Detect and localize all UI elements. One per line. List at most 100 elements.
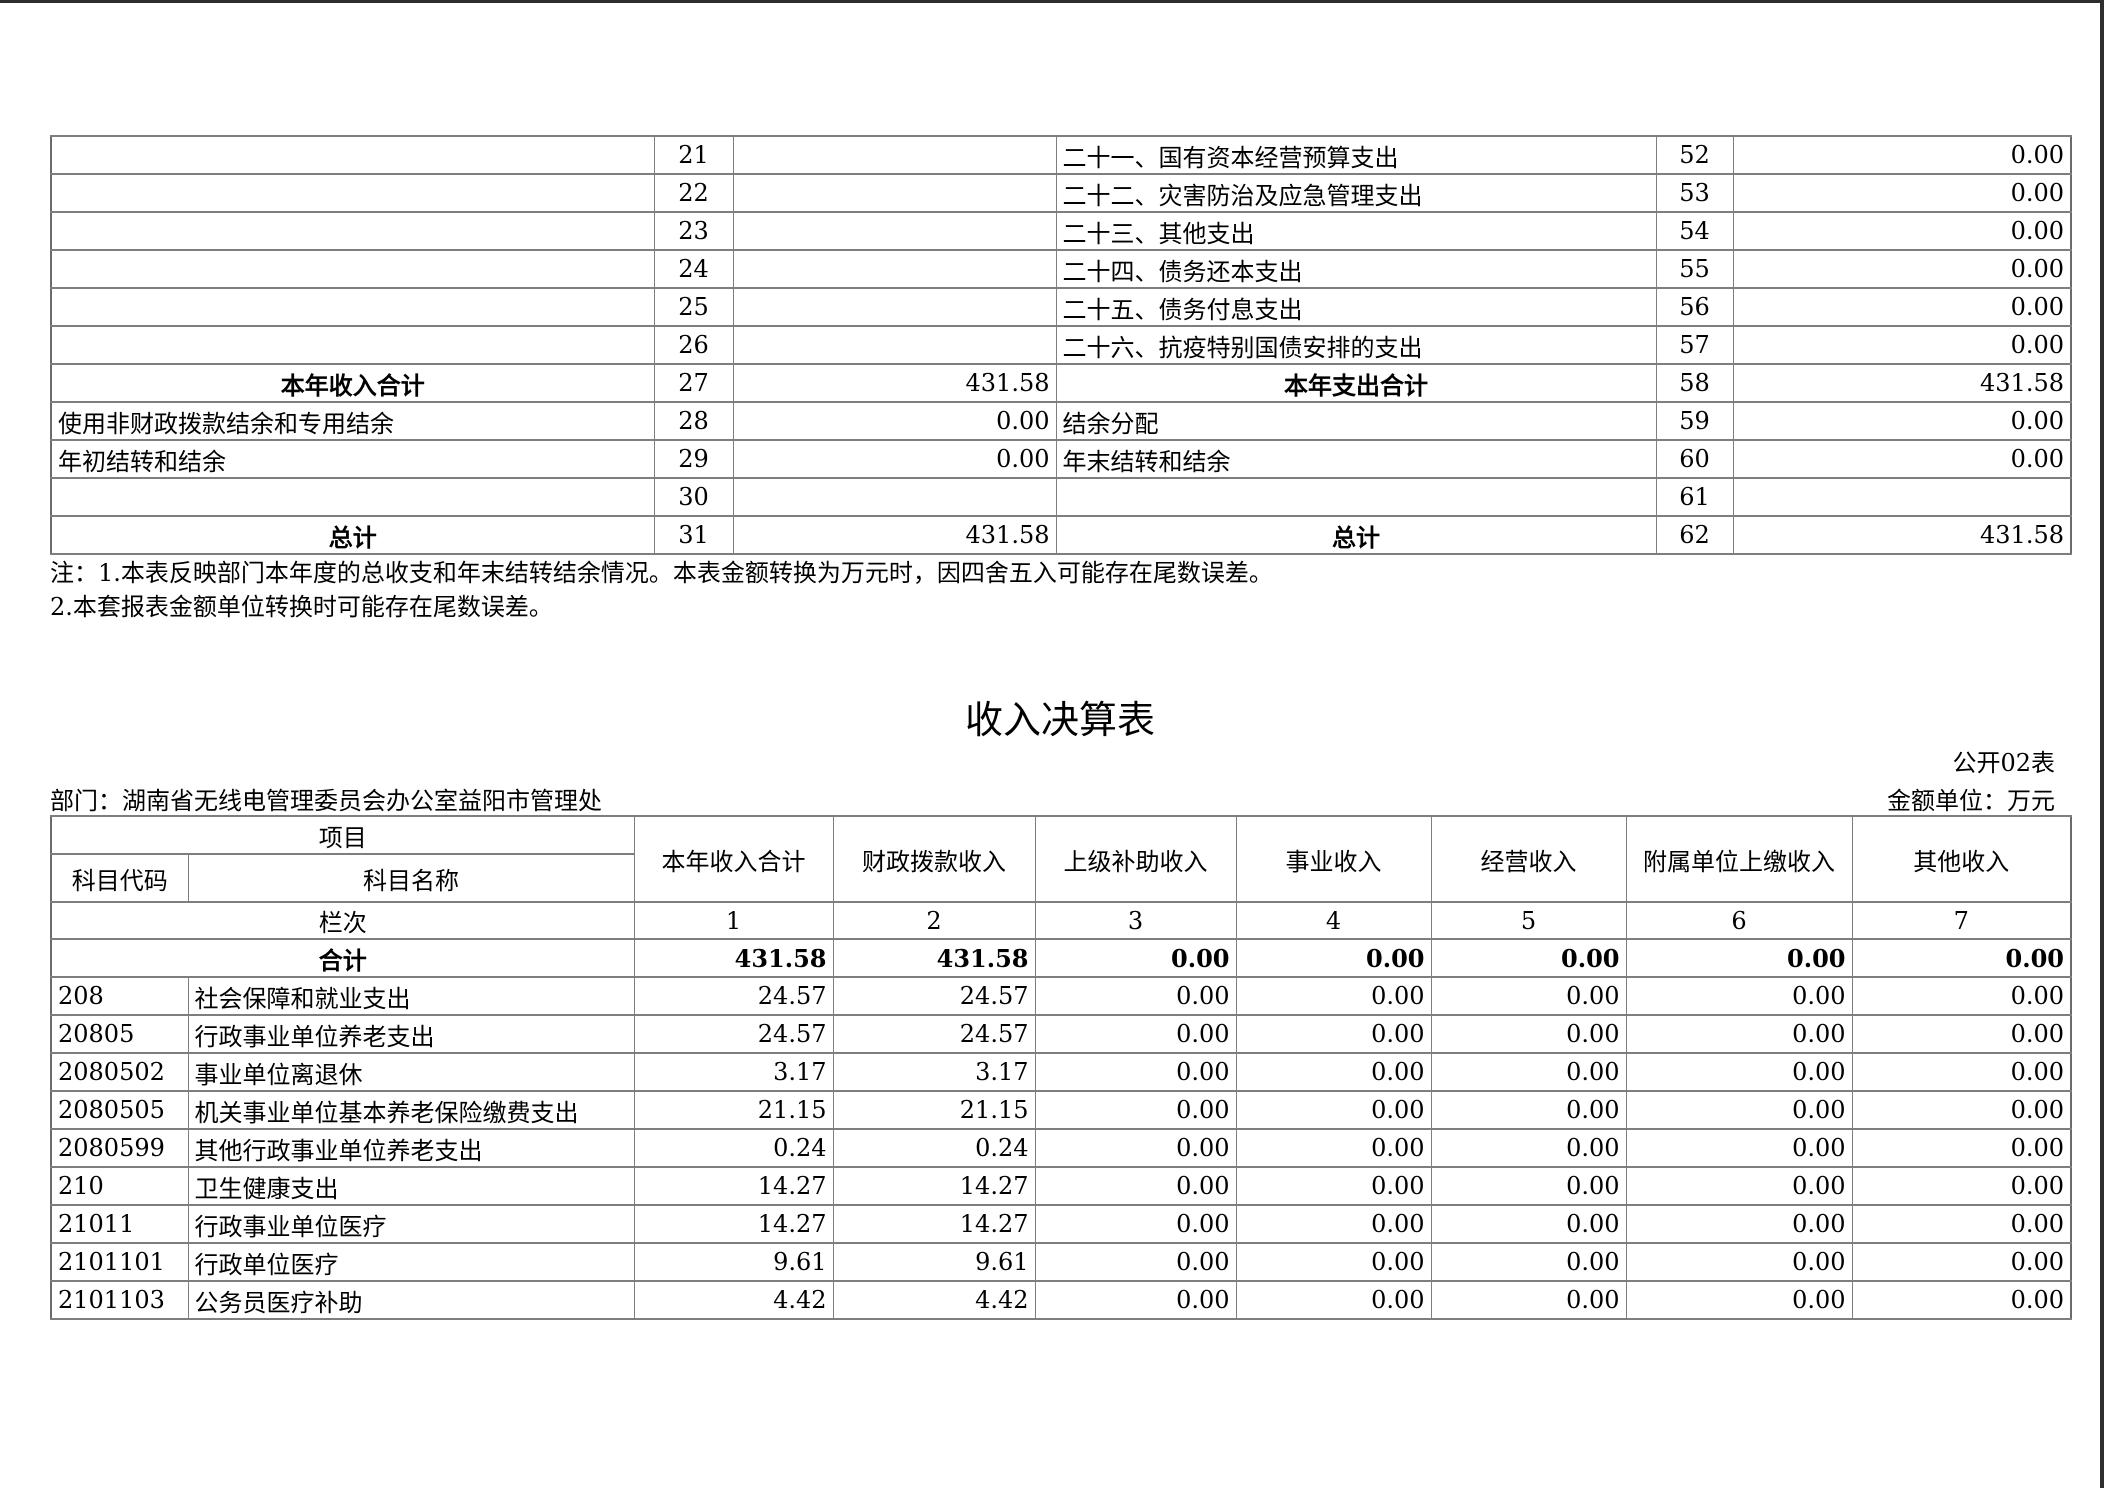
income-item-label <box>50 325 655 365</box>
header-col-superior-subsidy: 上级补助收入 <box>1034 815 1237 903</box>
amount-col-6: 0.00 <box>1625 1090 1853 1130</box>
subject-code: 208 <box>50 976 189 1016</box>
page-edge-top-line <box>0 0 2104 3</box>
income-amount <box>732 249 1057 289</box>
amount-col-5: 0.00 <box>1430 1014 1627 1054</box>
expenditure-line-number: 58 <box>1655 363 1734 403</box>
income-item-label <box>50 287 655 327</box>
balance-table-row: 22 二十二、灾害防治及应急管理支出 53 0.00 <box>50 173 2072 213</box>
subject-name: 社会保障和就业支出 <box>187 976 635 1016</box>
income-item-label: 使用非财政拨款结余和专用结余 <box>50 401 655 441</box>
amount-col-1: 14.27 <box>633 1166 834 1206</box>
amount-col-6: 0.00 <box>1625 1128 1853 1168</box>
subject-code: 2101101 <box>50 1242 189 1282</box>
header-row-column-index: 栏次 1 2 3 4 5 6 7 <box>50 901 2072 940</box>
income-line-number: 22 <box>653 173 734 213</box>
header-col-number-3: 3 <box>1034 901 1237 940</box>
income-data-row: 2080502 事业单位离退休 3.17 3.17 0.00 0.00 0.00 0.00 0.… <box>50 1052 2072 1092</box>
expenditure-line-number: 52 <box>1655 135 1734 175</box>
income-amount <box>732 477 1057 517</box>
income-item-label: 年初结转和结余 <box>50 439 655 479</box>
expenditure-item-label <box>1055 477 1657 517</box>
income-amount <box>732 135 1057 175</box>
expenditure-amount: 0.00 <box>1732 135 2072 175</box>
subject-name: 卫生健康支出 <box>187 1166 635 1206</box>
header-col-number-7: 7 <box>1851 901 2072 940</box>
income-line-number: 29 <box>653 439 734 479</box>
header-col-number-6: 6 <box>1625 901 1853 940</box>
expenditure-item-label: 二十六、抗疫特别国债安排的支出 <box>1055 325 1657 365</box>
balance-table-row: 年初结转和结余 29 0.00 年末结转和结余 60 0.00 <box>50 439 2072 479</box>
amount-col-4: 0.00 <box>1235 1128 1432 1168</box>
income-item-label <box>50 249 655 289</box>
income-line-number: 27 <box>653 363 734 403</box>
subject-code: 21011 <box>50 1204 189 1244</box>
income-data-row: 210 卫生健康支出 14.27 14.27 0.00 0.00 0.00 0.00 0.00 <box>50 1166 2072 1206</box>
income-data-row: 2080505 机关事业单位基本养老保险缴费支出 21.15 21.15 0.00 0.0… <box>50 1090 2072 1130</box>
income-amount: 431.58 <box>732 515 1057 555</box>
income-line-number: 21 <box>653 135 734 175</box>
income-line-number: 28 <box>653 401 734 441</box>
header-col-total-income: 本年收入合计 <box>633 815 834 903</box>
amount-col-3: 0.00 <box>1034 1166 1237 1206</box>
page-title: 收入决算表 <box>964 698 1155 742</box>
amount-col-2: 431.58 <box>832 938 1036 978</box>
expenditure-line-number: 55 <box>1655 249 1734 289</box>
row-total-label: 合计 <box>50 938 635 978</box>
amount-col-6: 0.00 <box>1625 1280 1853 1320</box>
expenditure-amount: 431.58 <box>1732 515 2072 555</box>
expenditure-line-number: 61 <box>1655 477 1734 517</box>
amount-col-7: 0.00 <box>1851 1204 2072 1244</box>
subject-code: 210 <box>50 1166 189 1206</box>
amount-col-5: 0.00 <box>1430 1204 1627 1244</box>
amount-col-3: 0.00 <box>1034 1280 1237 1320</box>
amount-col-3: 0.00 <box>1034 1204 1237 1244</box>
income-line-number: 26 <box>653 325 734 365</box>
subject-code: 2080505 <box>50 1090 189 1130</box>
amount-col-7: 0.00 <box>1851 1052 2072 1092</box>
amount-col-1: 24.57 <box>633 976 834 1016</box>
expenditure-line-number: 57 <box>1655 325 1734 365</box>
amount-col-3: 0.00 <box>1034 1052 1237 1092</box>
income-item-label: 总计 <box>50 515 655 555</box>
income-amount: 0.00 <box>732 439 1057 479</box>
amount-col-1: 9.61 <box>633 1242 834 1282</box>
amount-col-6: 0.00 <box>1625 976 1853 1016</box>
expenditure-amount: 0.00 <box>1732 249 2072 289</box>
subject-name: 行政事业单位养老支出 <box>187 1014 635 1054</box>
amount-col-3: 0.00 <box>1034 1128 1237 1168</box>
amount-col-2: 14.27 <box>832 1166 1036 1206</box>
header-col-number-5: 5 <box>1430 901 1627 940</box>
amount-col-4: 0.00 <box>1235 938 1432 978</box>
expenditure-item-label: 年末结转和结余 <box>1055 439 1657 479</box>
expenditure-amount: 431.58 <box>1732 363 2072 403</box>
income-data-row: 20805 行政事业单位养老支出 24.57 24.57 0.00 0.00 0.00 0.0… <box>50 1014 2072 1054</box>
income-data-row: 2080599 其他行政事业单位养老支出 0.24 0.24 0.00 0.00 0.00 0… <box>50 1128 2072 1168</box>
subject-code: 2101103 <box>50 1280 189 1320</box>
header-project: 项目 <box>50 815 635 855</box>
subject-code: 20805 <box>50 1014 189 1054</box>
amount-col-1: 24.57 <box>633 1014 834 1054</box>
income-data-row: 2101101 行政单位医疗 9.61 9.61 0.00 0.00 0.00 0.00 0.0… <box>50 1242 2072 1282</box>
header-col-affiliate-remitted: 附属单位上缴收入 <box>1625 815 1853 903</box>
expenditure-item-label: 二十四、债务还本支出 <box>1055 249 1657 289</box>
amount-col-2: 0.24 <box>832 1128 1036 1168</box>
income-line-number: 24 <box>653 249 734 289</box>
amount-col-7: 0.00 <box>1851 976 2072 1016</box>
expenditure-amount: 0.00 <box>1732 173 2072 213</box>
expenditure-amount: 0.00 <box>1732 211 2072 251</box>
amount-col-7: 0.00 <box>1851 1166 2072 1206</box>
amount-col-6: 0.00 <box>1625 1166 1853 1206</box>
header-subject-name: 科目名称 <box>187 853 635 903</box>
amount-col-5: 0.00 <box>1430 1128 1627 1168</box>
amount-col-3: 0.00 <box>1034 938 1237 978</box>
amount-col-5: 0.00 <box>1430 1242 1627 1282</box>
amount-col-1: 3.17 <box>633 1052 834 1092</box>
income-item-label <box>50 211 655 251</box>
amount-col-5: 0.00 <box>1430 1090 1627 1130</box>
header-row-subject: 科目代码 科目名称 <box>50 853 2071 903</box>
amount-col-2: 24.57 <box>832 1014 1036 1054</box>
header-col-business-income: 事业收入 <box>1235 815 1432 903</box>
amount-col-7: 0.00 <box>1851 1280 2072 1320</box>
amount-col-2: 4.42 <box>832 1280 1036 1320</box>
